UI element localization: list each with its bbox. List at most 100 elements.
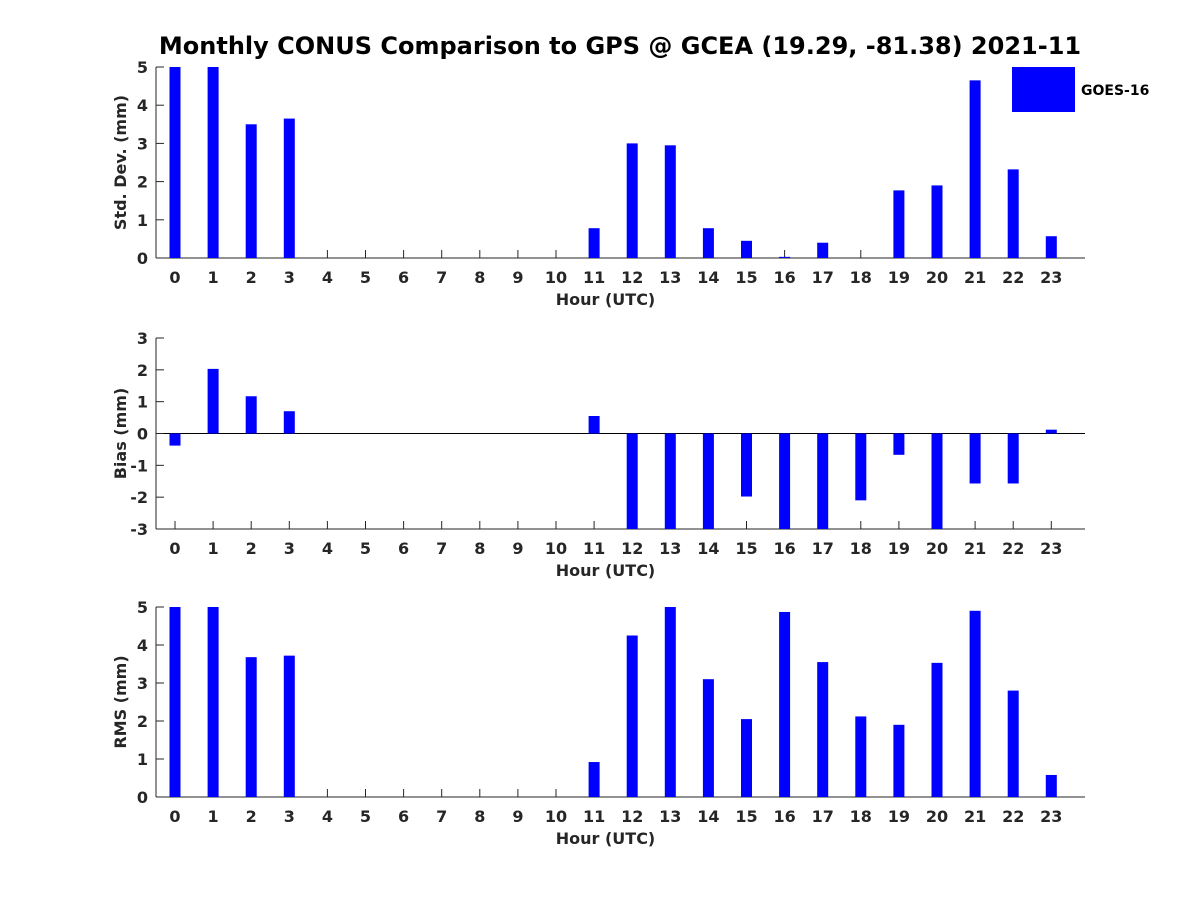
- x-tick-label: 23: [1040, 539, 1062, 558]
- x-tick-label: 18: [850, 268, 872, 287]
- x-tick-label: 9: [512, 807, 523, 826]
- x-tick-label: 9: [512, 539, 523, 558]
- bar-hour-12: [626, 635, 638, 797]
- x-tick-label: 10: [545, 268, 567, 287]
- y-tick-label: 5: [137, 598, 148, 617]
- x-tick-label: 23: [1040, 268, 1062, 287]
- x-tick-label: 7: [436, 268, 447, 287]
- bar-hour-12: [626, 433, 638, 529]
- bar-hour-14: [702, 679, 714, 797]
- x-tick-label: 1: [208, 807, 219, 826]
- x-tick-label: 15: [735, 807, 757, 826]
- x-tick-label: 13: [659, 807, 681, 826]
- y-tick-label: 2: [137, 712, 148, 731]
- bar-hour-11: [588, 415, 600, 434]
- y-axis-label: Std. Dev. (mm): [111, 95, 130, 230]
- x-tick-label: 8: [474, 539, 485, 558]
- bar-hour-22: [1007, 690, 1019, 797]
- y-axis-label: RMS (mm): [111, 655, 130, 748]
- bar-hour-23: [1045, 774, 1057, 797]
- x-tick-label: 6: [398, 268, 409, 287]
- bar-hour-17: [817, 433, 829, 529]
- bar-hour-20: [931, 433, 943, 529]
- x-tick-label: 3: [284, 807, 295, 826]
- x-tick-label: 19: [888, 268, 910, 287]
- x-tick-label: 3: [284, 268, 295, 287]
- x-tick-label: 10: [545, 539, 567, 558]
- bar-hour-18: [855, 716, 867, 797]
- bar-hour-17: [817, 242, 829, 258]
- legend: GOES-16: [1012, 67, 1149, 112]
- y-tick-label: -1: [130, 456, 148, 475]
- legend-label: GOES-16: [1081, 83, 1149, 99]
- bar-hour-11: [588, 228, 600, 258]
- x-tick-label: 3: [284, 539, 295, 558]
- x-tick-label: 21: [964, 807, 986, 826]
- x-tick-label: 18: [850, 807, 872, 826]
- bar-hour-22: [1007, 169, 1019, 258]
- y-tick-label: 3: [137, 134, 148, 153]
- x-tick-label: 0: [169, 539, 180, 558]
- x-tick-label: 13: [659, 268, 681, 287]
- x-axis-label: Hour (UTC): [556, 290, 656, 309]
- x-tick-label: 17: [812, 807, 834, 826]
- x-axis-label: Hour (UTC): [556, 829, 656, 848]
- x-tick-label: 19: [888, 807, 910, 826]
- bar-hour-0: [169, 433, 181, 446]
- bar-hour-15: [741, 719, 752, 797]
- bar-hour-13: [664, 145, 676, 258]
- x-tick-label: 5: [360, 807, 371, 826]
- bar-hour-22: [1007, 433, 1019, 484]
- x-tick-label: 14: [697, 268, 719, 287]
- x-tick-label: 13: [659, 539, 681, 558]
- x-tick-label: 21: [964, 268, 986, 287]
- bar-hour-23: [1045, 429, 1057, 434]
- bar-hour-2: [245, 657, 257, 797]
- x-tick-label: 5: [360, 539, 371, 558]
- bar-hour-21: [969, 80, 981, 259]
- x-tick-label: 23: [1040, 807, 1062, 826]
- x-tick-label: 10: [545, 807, 567, 826]
- x-tick-label: 7: [436, 539, 447, 558]
- x-tick-label: 20: [926, 268, 948, 287]
- x-tick-label: 12: [621, 807, 643, 826]
- bar-hour-21: [969, 610, 981, 797]
- x-tick-label: 16: [773, 807, 795, 826]
- bar-hour-19: [893, 433, 905, 455]
- x-tick-label: 4: [322, 539, 333, 558]
- x-tick-label: 22: [1002, 268, 1024, 287]
- y-tick-label: 0: [137, 249, 148, 268]
- x-tick-label: 12: [621, 268, 643, 287]
- x-tick-label: 18: [850, 539, 872, 558]
- bar-hour-19: [893, 724, 905, 797]
- x-tick-label: 2: [246, 268, 257, 287]
- x-tick-label: 6: [398, 539, 409, 558]
- bar-hour-1: [207, 67, 219, 258]
- bar-hour-2: [245, 124, 257, 258]
- y-tick-label: 0: [137, 788, 148, 807]
- bar-hour-0: [169, 67, 181, 258]
- bar-hour-2: [245, 396, 257, 434]
- y-axis-label: Bias (mm): [111, 388, 130, 480]
- x-tick-label: 20: [926, 539, 948, 558]
- x-tick-label: 0: [169, 807, 180, 826]
- bar-hour-14: [702, 433, 714, 529]
- bar-hour-13: [664, 607, 676, 797]
- bar-hour-11: [588, 762, 600, 797]
- x-tick-label: 2: [246, 539, 257, 558]
- y-tick-label: 2: [137, 361, 148, 380]
- x-tick-label: 4: [322, 807, 333, 826]
- legend-swatch: [1012, 67, 1075, 112]
- x-tick-label: 19: [888, 539, 910, 558]
- x-tick-label: 14: [697, 539, 719, 558]
- x-tick-label: 8: [474, 268, 485, 287]
- y-tick-label: 3: [137, 329, 148, 348]
- x-tick-label: 0: [169, 268, 180, 287]
- bar-hour-16: [779, 611, 791, 797]
- x-tick-label: 11: [583, 539, 605, 558]
